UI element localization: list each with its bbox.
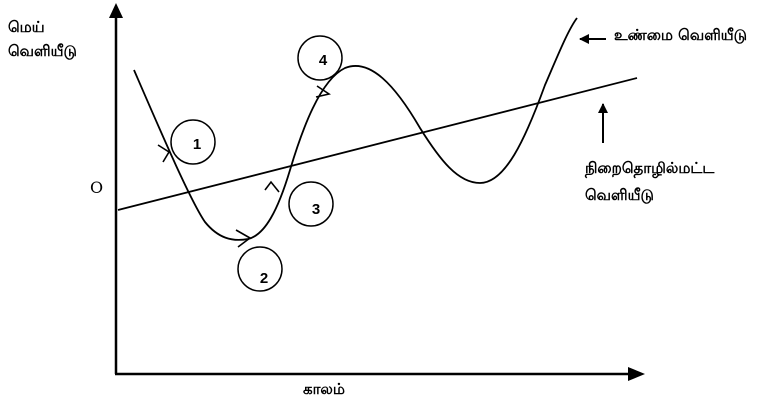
y-axis-label-line-1: மெய்	[8, 18, 45, 36]
actual-output-label: உண்மை வெளியீடு	[614, 26, 748, 44]
full-employment-output-label: நிறைதொழில்மட்ட வெளியீடு	[585, 155, 714, 209]
phase-circle-3	[288, 181, 334, 227]
phase-number-2: 2	[260, 270, 268, 287]
y-axis-label-line-2: வெளியீடு	[8, 42, 77, 60]
full-employment-trend-line	[117, 77, 638, 211]
direction-arrow-4	[315, 85, 331, 98]
direction-arrow-3	[264, 180, 280, 193]
actual-output-curve	[133, 17, 578, 241]
phase-number-1: 1	[193, 136, 201, 153]
full-employment-label-line-1: நிறைதொழில்மட்ட	[585, 159, 715, 177]
origin-label: O	[90, 178, 104, 197]
phase-number-4: 4	[319, 52, 328, 69]
y-axis-label: மெய் வெளியீடு	[8, 15, 77, 63]
direction-arrow-2	[235, 229, 252, 248]
direction-arrow-1	[157, 144, 171, 163]
full-employment-label-line-2: வெளியீடு	[585, 186, 654, 204]
phase-circle-1	[170, 119, 216, 165]
phase-circle-4	[297, 35, 343, 81]
phase-number-3: 3	[312, 201, 320, 218]
x-axis-label: காலம்	[303, 380, 345, 398]
y-axis-arrowhead	[109, 3, 123, 18]
phase-circle-2	[237, 246, 283, 292]
x-axis-arrowhead	[628, 367, 645, 381]
